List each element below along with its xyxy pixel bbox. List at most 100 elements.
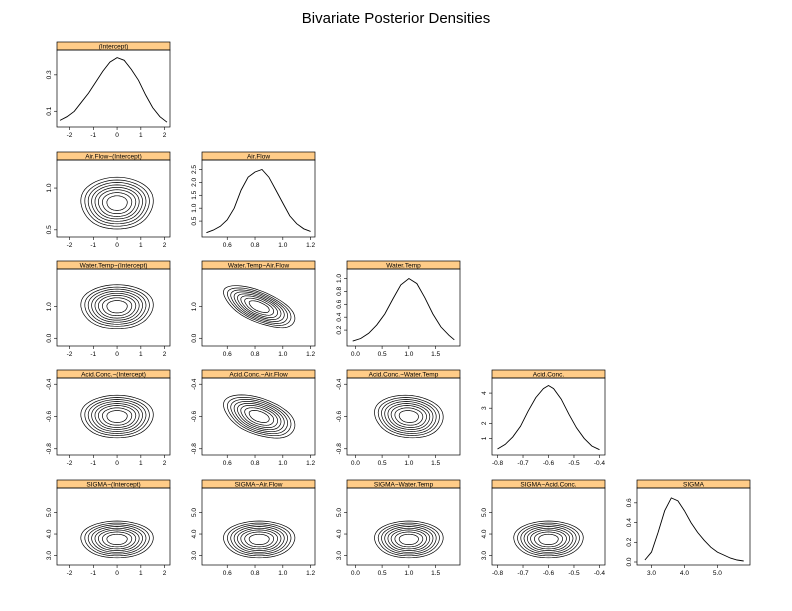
y-tick-label: -0.8 [336, 443, 343, 455]
y-tick-label: 1 [481, 436, 488, 440]
y-tick-label: 5.0 [336, 508, 343, 517]
contour-line-1 [244, 531, 275, 548]
page-title: Bivariate Posterior Densities [301, 10, 491, 27]
contour-line-6 [84, 286, 150, 327]
x-tick-label: 0 [115, 132, 119, 139]
x-tick-label: 1.0 [404, 570, 413, 577]
y-tick-label: -0.6 [336, 411, 343, 423]
density-line [497, 384, 600, 451]
strip-label: SIGMA~Acid.Conc. [520, 482, 576, 489]
contour-line-5 [230, 398, 288, 435]
y-tick-label: 1.0 [46, 183, 53, 192]
x-tick-label: 0.0 [351, 460, 360, 467]
contour-line-5 [381, 524, 437, 555]
contour-line-7 [80, 284, 154, 330]
x-tick-label: 1.5 [431, 460, 440, 467]
x-tick-label: -1 [90, 132, 96, 139]
contour-line-7 [374, 520, 444, 559]
contour-line-7 [80, 394, 154, 439]
contour-line-4 [91, 290, 143, 323]
y-tick-label: 3.0 [481, 551, 488, 560]
contour-line-7 [223, 285, 296, 329]
x-tick-label: 0.0 [351, 570, 360, 577]
contour-line-4 [384, 401, 434, 432]
x-tick-label: 0 [115, 460, 119, 467]
x-tick-label: 2 [163, 351, 167, 358]
x-tick-label: 0 [115, 242, 119, 249]
contour-line-4 [233, 526, 285, 553]
contour-line-1 [394, 407, 424, 426]
x-tick-label: -0.6 [543, 570, 555, 577]
x-tick-label: 0.6 [223, 242, 232, 249]
contour-line-4 [233, 400, 285, 433]
x-tick-label: 0 [115, 570, 119, 577]
panel-frame [201, 159, 316, 238]
contour-line-0 [106, 533, 128, 545]
contour-line-1 [101, 531, 133, 548]
x-tick-label: -0.8 [492, 570, 504, 577]
x-tick-label: -0.4 [594, 570, 606, 577]
strip-label: Acid.Conc.~Water.Temp [369, 372, 439, 379]
y-tick-label: 0.0 [46, 333, 53, 342]
contour-line-1 [534, 531, 563, 548]
strip-label: Air.Flow [247, 154, 270, 161]
y-tick-label: -0.4 [46, 378, 53, 390]
contour-line-4 [523, 526, 574, 553]
y-tick-label: 1.0 [191, 302, 198, 311]
contour-line-1 [394, 531, 424, 548]
contour-line-4 [91, 184, 143, 222]
x-tick-label: -2 [67, 460, 73, 467]
strip-label: SIGMA~Water.Temp [374, 482, 434, 489]
contour-line-1 [101, 297, 133, 317]
panel-density-sigma: SIGMA 3.0 4.0 5.0 0.0 0.2 0.4 0.6 [626, 479, 751, 577]
contour-line-5 [87, 524, 147, 555]
x-tick-label: 1 [139, 242, 143, 249]
y-tick-label: 3.0 [46, 551, 53, 560]
x-tick-label: 1 [139, 351, 143, 358]
y-tick-label: 0.3 [46, 70, 53, 79]
contour-line-6 [227, 287, 292, 326]
contour-line-3 [237, 402, 282, 431]
panel-frame [346, 268, 461, 347]
x-tick-label: 5.0 [713, 570, 722, 577]
contour-line-6 [84, 179, 150, 227]
contour-line-6 [377, 397, 440, 436]
y-tick-label: -0.8 [46, 443, 53, 455]
y-tick-label: -0.8 [191, 443, 198, 455]
contour-line-6 [377, 522, 440, 557]
contour-line-5 [230, 289, 288, 324]
contour-line-7 [80, 520, 154, 559]
y-tick-label: 0.5 [191, 216, 198, 225]
contour-line-3 [387, 403, 431, 430]
contour-line-0 [398, 533, 419, 545]
contour-line-2 [240, 405, 278, 428]
panel-frame [201, 377, 316, 456]
contour-line-6 [84, 522, 150, 557]
panel-contour-4-3: SIGMA~Acid.Conc. -0.8 -0.7 -0.6 -0.5 -0.4 3.0 4… [481, 479, 606, 577]
y-tick-label: -0.6 [46, 411, 53, 423]
x-tick-label: 0.6 [223, 570, 232, 577]
y-tick-label: 4.0 [191, 529, 198, 538]
panel-frame [491, 377, 606, 456]
contour-line-5 [87, 182, 147, 225]
y-tick-label: 1.5 [191, 190, 198, 199]
x-tick-label: 1.2 [306, 351, 315, 358]
x-tick-label: -0.5 [568, 460, 580, 467]
panel-frame [56, 268, 171, 347]
contour-line-7 [223, 394, 296, 439]
y-tick-label: 0.0 [626, 557, 633, 566]
x-tick-label: -0.8 [492, 460, 504, 467]
contour-line-5 [230, 524, 288, 555]
contour-line-1 [101, 192, 133, 214]
contour-line-2 [98, 189, 137, 217]
contour-line-7 [374, 394, 444, 439]
panel-density-watertemp: Water.Temp 0.0 0.5 1.0 1.5 0.2 0.4 0.6 0.8 1.0 [336, 260, 461, 358]
x-tick-label: -0.7 [517, 460, 529, 467]
x-tick-label: 0.8 [251, 460, 260, 467]
y-tick-label: 0.6 [626, 498, 633, 507]
contour-line-2 [98, 405, 137, 428]
contour-line-4 [91, 401, 143, 432]
x-tick-label: -2 [67, 351, 73, 358]
x-tick-label: 0.8 [251, 242, 260, 249]
panel-frame [56, 487, 171, 566]
